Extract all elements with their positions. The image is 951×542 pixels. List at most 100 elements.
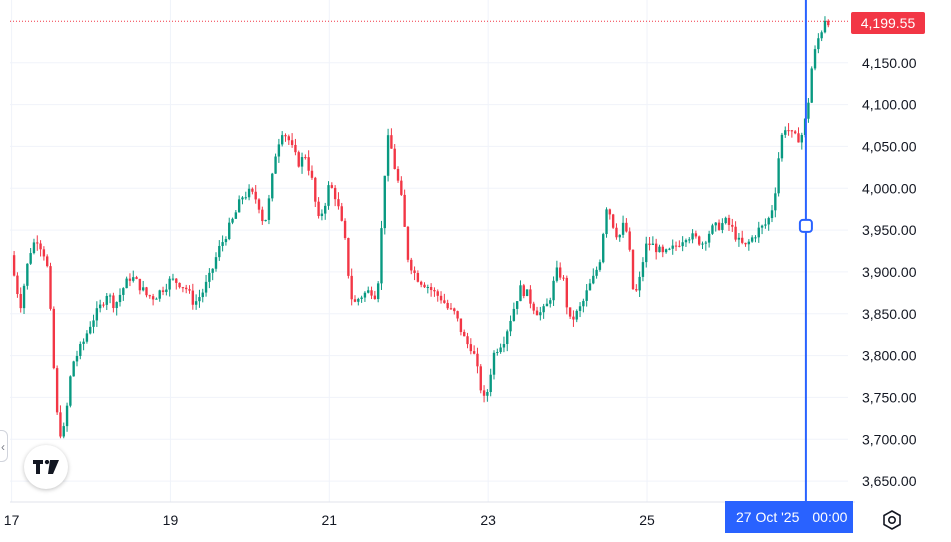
candle-body <box>472 351 476 354</box>
candle-body <box>674 245 678 247</box>
candle-body <box>204 281 208 293</box>
candle-body <box>439 295 443 301</box>
candle-body <box>797 133 800 143</box>
candle-body <box>175 278 178 283</box>
candle-body <box>684 240 688 243</box>
candle-body <box>400 180 403 195</box>
candle-body <box>592 275 595 284</box>
candle-body <box>314 177 317 202</box>
candle-body <box>280 135 284 145</box>
candle-body <box>602 234 605 263</box>
candle-body <box>92 320 95 327</box>
candle-body <box>595 269 598 276</box>
last-price-label: 4,199.55 <box>851 12 925 34</box>
candle-body <box>625 222 628 232</box>
crosshair-marker[interactable] <box>798 218 813 233</box>
candle-body <box>257 199 261 210</box>
x-tick-label: 25 <box>639 512 655 528</box>
crosshair-time: 00:00 <box>812 509 848 525</box>
candle-body <box>320 213 324 217</box>
y-tick-label: 3,950.00 <box>862 222 917 238</box>
candle-body <box>138 278 142 291</box>
candle-body <box>294 144 297 153</box>
candle-body <box>82 341 85 344</box>
candle-body <box>49 266 52 309</box>
candle-body <box>26 263 29 286</box>
candle-body <box>731 224 734 227</box>
price-axis[interactable]: 3,650.00 3,700.00 3,750.00 3,800.00 3,850.00… <box>862 55 917 489</box>
candle-body <box>651 243 655 245</box>
candle-body <box>727 217 731 225</box>
candle-body <box>466 336 469 345</box>
gear-icon[interactable] <box>881 509 903 531</box>
candle-body <box>545 303 549 307</box>
candle-body <box>102 304 105 306</box>
candle-body <box>645 243 648 263</box>
candle-body <box>251 188 254 192</box>
y-tick-label: 3,650.00 <box>862 473 917 489</box>
candle-body <box>681 242 684 247</box>
candle-body <box>429 287 433 291</box>
x-tick-label: 17 <box>4 512 20 528</box>
candle-body <box>55 368 59 413</box>
tradingview-logo-icon <box>33 460 59 474</box>
candle-body <box>664 249 668 253</box>
candle-body <box>529 289 532 304</box>
candle-body <box>641 262 645 277</box>
candle-body <box>793 131 797 134</box>
candle-body <box>194 301 198 305</box>
candle-body <box>453 308 456 312</box>
candle-body <box>562 277 565 279</box>
candle-body <box>241 197 244 200</box>
candle-body <box>363 292 367 298</box>
candle-body <box>357 298 360 302</box>
x-tick-label: 19 <box>163 512 179 528</box>
candle-body <box>482 390 486 396</box>
y-tick-label: 4,000.00 <box>862 180 917 196</box>
candle-body <box>168 278 171 290</box>
candle-body <box>297 152 300 167</box>
candle-body <box>277 144 281 157</box>
candle-body <box>628 231 631 250</box>
candle-body <box>261 209 264 222</box>
candle-body <box>406 226 410 260</box>
candle-body <box>568 307 572 317</box>
candle-body <box>456 311 459 319</box>
candle-body <box>125 278 128 289</box>
candle-body <box>764 224 767 226</box>
candle-body <box>161 290 165 293</box>
y-tick-label: 4,150.00 <box>862 55 917 71</box>
candle-body <box>631 249 635 290</box>
candle-body <box>181 287 185 289</box>
y-tick-label: 3,900.00 <box>862 264 917 280</box>
candle-body <box>171 278 175 280</box>
candle-body <box>46 256 49 267</box>
candle-body <box>330 185 334 188</box>
candle-body <box>535 310 539 316</box>
candle-body <box>492 352 496 375</box>
candle-body <box>532 303 535 311</box>
candle-body <box>396 169 400 181</box>
candle-body <box>605 209 608 235</box>
candle-body <box>135 277 138 279</box>
candle-body <box>416 272 420 282</box>
candle-body <box>525 289 529 297</box>
candle-body <box>757 227 760 238</box>
candle-body <box>42 249 46 257</box>
candle-body <box>463 331 466 337</box>
candle-body <box>393 148 396 170</box>
collapse-panel-button[interactable]: ‹ <box>0 430 8 462</box>
candle-body <box>780 134 784 159</box>
time-axis[interactable]: 17 19 21 23 25 <box>4 512 655 528</box>
candle-body <box>519 285 522 302</box>
candles <box>12 16 830 439</box>
candle-body <box>711 225 714 234</box>
candle-body <box>59 412 62 437</box>
tradingview-logo[interactable] <box>24 445 68 489</box>
candle-body <box>549 300 552 304</box>
candle-body <box>721 223 724 230</box>
candle-body <box>433 290 436 292</box>
candle-body <box>615 227 618 238</box>
y-tick-label: 3,700.00 <box>862 431 917 447</box>
